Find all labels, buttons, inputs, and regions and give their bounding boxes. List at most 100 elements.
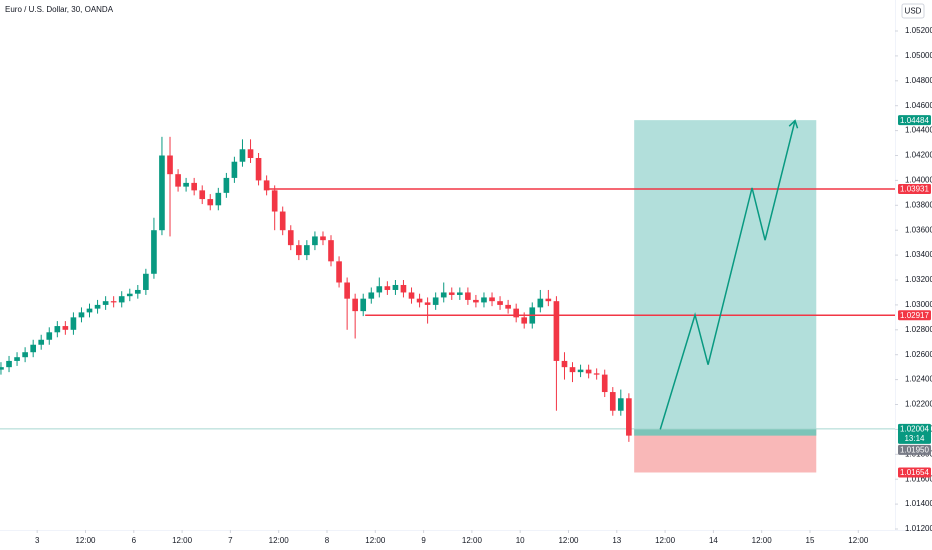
candle-body: [151, 230, 157, 274]
price-tag: [898, 467, 931, 478]
candle-body: [22, 352, 28, 358]
y-tick-label: 1.03400: [905, 250, 932, 259]
x-tick-label: 8: [325, 536, 330, 545]
candle-body: [207, 199, 214, 206]
price-tag-label: 1.04484: [900, 116, 929, 125]
x-tick-label: 7: [228, 536, 233, 545]
candle-body: [577, 369, 584, 373]
candle-body: [440, 292, 447, 298]
candle-body: [392, 284, 399, 290]
y-tick-label: 1.02200: [905, 400, 932, 409]
candle-body: [416, 298, 423, 303]
candle-body: [175, 174, 181, 187]
price-tag-label: 1.01654: [900, 468, 929, 477]
x-tick-label: 9: [421, 536, 426, 545]
price-tag: [898, 444, 931, 455]
price-tag: [898, 183, 931, 194]
currency-box[interactable]: [901, 3, 925, 19]
candle-body: [199, 190, 206, 200]
candle-body: [134, 289, 141, 294]
candle-body: [617, 398, 624, 411]
candle-body: [553, 301, 560, 361]
candle-body: [239, 149, 246, 162]
candle-body: [376, 286, 383, 293]
candle-body: [247, 149, 254, 158]
projection-path: [659, 120, 796, 430]
candle-body: [110, 301, 117, 303]
chart-title: Euro / U.S. Dollar, 30, OANDA: [5, 5, 114, 14]
x-tick-label: 12:00: [172, 536, 193, 545]
candle-body: [368, 292, 375, 299]
candle-body: [86, 308, 93, 313]
y-tick-label: 1.02600: [905, 350, 932, 359]
candle-body: [231, 161, 238, 178]
y-tick-label: 1.05200: [905, 26, 932, 35]
candle-body: [569, 367, 576, 373]
candle-body: [271, 190, 278, 212]
target-zone: [634, 120, 817, 429]
candle-body: [304, 245, 310, 256]
candle-body: [432, 297, 439, 305]
projection-arrowhead: [788, 119, 799, 129]
price-tag: [898, 423, 931, 444]
candle-body: [62, 326, 69, 330]
x-tick-label: 15: [806, 536, 815, 545]
candle-body: [287, 230, 294, 246]
candle-body: [352, 298, 358, 312]
price-tag-label: 1.02917: [900, 311, 929, 320]
candle-body: [513, 308, 520, 318]
candle-body: [102, 301, 109, 305]
candle-body: [70, 317, 77, 330]
candle-body: [255, 157, 262, 181]
candle-body: [296, 245, 302, 256]
candle-body: [94, 304, 101, 309]
candle-body: [456, 292, 463, 295]
y-tick-label: 1.04200: [905, 151, 932, 160]
candle-body: [320, 236, 326, 241]
y-tick-label: 1.03000: [905, 300, 932, 309]
candle-body: [593, 373, 600, 375]
candle-body: [6, 360, 12, 368]
x-tick-label: 14: [709, 536, 718, 545]
candle-body: [448, 292, 455, 295]
candle-body: [360, 298, 367, 312]
y-tick-label: 1.01200: [905, 524, 932, 533]
candle-body: [183, 182, 189, 187]
candle-body: [118, 296, 125, 303]
y-tick-label: 1.03600: [905, 225, 932, 234]
candle-body: [481, 297, 487, 303]
price-tag-label: 1.03931: [900, 185, 929, 194]
x-tick-label: 12:00: [558, 536, 579, 545]
price-tag-label: 1.02004: [900, 425, 929, 434]
y-tick-label: 1.03800: [905, 200, 932, 209]
candle-body: [38, 339, 45, 345]
y-tick-label: 1.04400: [905, 126, 932, 135]
x-tick-label: 12:00: [462, 536, 483, 545]
candle-body: [505, 304, 511, 309]
candle-body: [328, 240, 334, 262]
x-tick-label: 12:00: [365, 536, 386, 545]
x-tick-label: 12:00: [269, 536, 290, 545]
price-tag: [898, 115, 931, 126]
candle-body: [30, 344, 37, 353]
candle-body: [336, 261, 342, 283]
candle-body: [344, 282, 350, 299]
y-tick-label: 1.04800: [905, 76, 932, 85]
price-tag-label: 1.01950: [900, 446, 929, 455]
candle-body: [384, 286, 391, 290]
candle-body: [78, 312, 85, 318]
candle-body: [497, 301, 503, 305]
stop-zone: [634, 428, 817, 473]
candle-body: [54, 326, 61, 333]
countdown-label: 13:14: [904, 434, 925, 443]
y-tick-label: 1.03200: [905, 275, 932, 284]
candle-body: [545, 298, 552, 302]
y-tick-label: 1.02400: [905, 375, 932, 384]
currency-label[interactable]: USD: [905, 7, 922, 16]
candle-body: [408, 292, 415, 299]
candle-body: [14, 357, 20, 361]
x-tick-label: 10: [516, 536, 525, 545]
candle-body: [561, 360, 568, 368]
y-tick-label: 1.01400: [905, 499, 932, 508]
candle-body: [601, 374, 608, 393]
